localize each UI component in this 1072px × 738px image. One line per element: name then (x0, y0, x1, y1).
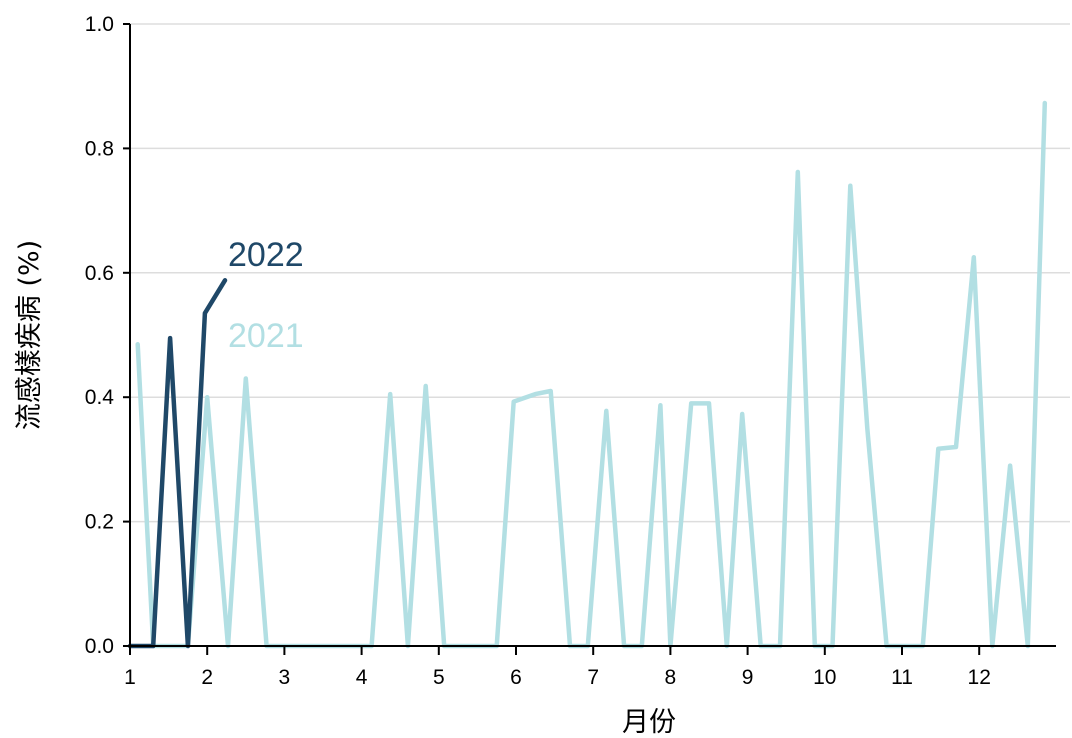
y-tick-label: 0.0 (85, 635, 114, 658)
y-axis-title: 流感樣疾病 (%) (14, 240, 45, 430)
grid-lines (130, 23, 1070, 523)
series-labels: 2021 2022 (228, 236, 304, 355)
x-axis-title: 月份 (622, 707, 676, 738)
y-tick-label: 1.0 (85, 13, 114, 36)
x-tick-label: 3 (279, 666, 291, 689)
series-label-2021: 2021 (228, 317, 304, 355)
x-tick-label: 2 (201, 666, 213, 689)
x-tick-label: 5 (433, 666, 445, 689)
x-tick-label: 8 (665, 666, 677, 689)
x-tick-label: 12 (968, 666, 991, 689)
y-ticks: 0.0 0.2 0.4 0.6 0.8 1.0 (85, 13, 130, 658)
x-ticks: 1 2 3 4 5 6 7 8 9 10 11 12 (124, 646, 991, 689)
series-label-2022: 2022 (228, 236, 304, 274)
y-tick-label: 0.2 (85, 511, 114, 534)
series-lines (127, 100, 1048, 649)
x-tick-label: 4 (356, 666, 368, 689)
series-line-2021 (135, 100, 1048, 649)
x-tick-label: 9 (742, 666, 754, 689)
x-tick-label: 6 (510, 666, 522, 689)
y-tick-label: 0.4 (85, 386, 115, 409)
x-tick-label: 11 (891, 666, 913, 689)
y-tick-label: 0.8 (85, 137, 114, 160)
x-tick-label: 1 (124, 666, 136, 689)
x-tick-label: 10 (813, 666, 836, 689)
x-tick-label: 7 (587, 666, 599, 689)
y-tick-label: 0.6 (85, 262, 114, 285)
